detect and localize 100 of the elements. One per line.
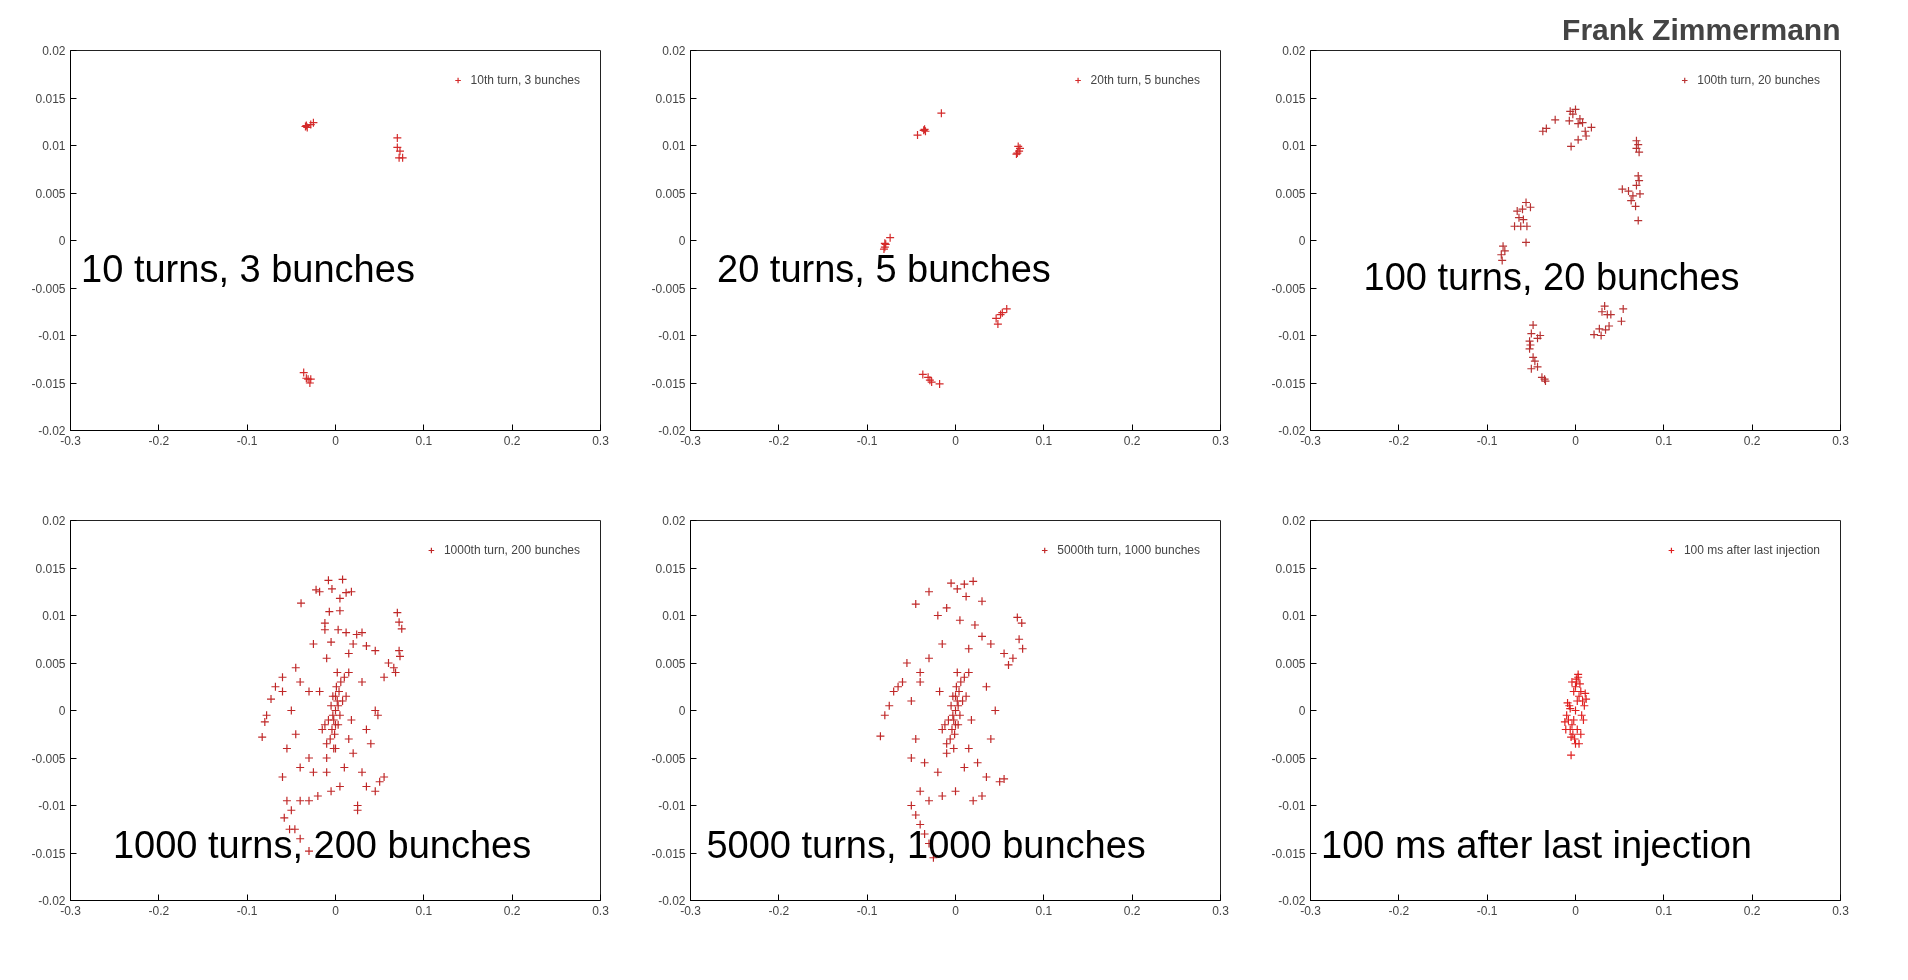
y-tick-label: 0.015 [655, 91, 686, 106]
x-tick-label: -0.2 [148, 903, 170, 918]
y-tick-label: -0.015 [651, 846, 686, 861]
y-tick-label: 0 [1298, 704, 1306, 718]
y-tick-label: 0.015 [35, 91, 66, 106]
y-tick-label: 0.02 [1282, 44, 1306, 58]
y-tick-label: -0.015 [651, 376, 686, 391]
y-tick-label: 0.005 [655, 656, 686, 671]
x-tick-label: -0.2 [148, 433, 170, 448]
x-tick-label: -0.2 [1388, 903, 1410, 918]
annotation: 100 turns, 20 bunches [1363, 255, 1740, 298]
x-tick-label: -0.2 [768, 903, 790, 918]
y-tick-label: 0.015 [1275, 561, 1306, 576]
legend-label: 100 ms after last injection [1683, 543, 1820, 557]
x-tick-label: -0.1 [1476, 433, 1498, 448]
legend-label: 20th turn, 5 bunches [1090, 73, 1200, 87]
y-tick-label: -0.01 [38, 329, 66, 343]
y-tick-label: 0 [58, 234, 66, 248]
x-tick-label: 0 [952, 433, 960, 448]
y-tick-label: 0 [678, 234, 686, 248]
y-tick-label: 0 [58, 704, 66, 718]
y-tick-label: 0.005 [1275, 186, 1306, 201]
y-tick-label: -0.02 [38, 424, 66, 438]
y-tick-label: -0.02 [1278, 894, 1306, 908]
legend-label: 100th turn, 20 bunches [1697, 73, 1820, 87]
y-tick-label: -0.01 [1278, 329, 1306, 343]
x-tick-label: -0.1 [236, 433, 258, 448]
x-tick-label: 0.1 [415, 433, 433, 448]
y-tick-label: 0.01 [42, 609, 66, 623]
y-tick-label: 0.02 [42, 44, 66, 58]
y-tick-label: 0 [678, 704, 686, 718]
x-tick-label: -0.1 [236, 903, 258, 918]
annotation: 10 turns, 3 bunches [81, 247, 415, 290]
x-tick-label: 0.1 [1655, 433, 1673, 448]
x-tick-label: 0.3 [1832, 433, 1850, 448]
x-tick-label: 0.3 [1212, 903, 1230, 918]
x-tick-label: 0 [1572, 903, 1580, 918]
x-tick-label: 0.3 [592, 433, 610, 448]
x-tick-label: -0.2 [1388, 433, 1410, 448]
y-tick-label: 0.02 [662, 44, 686, 58]
y-tick-label: -0.005 [651, 281, 686, 296]
x-tick-label: -0.2 [768, 433, 790, 448]
y-tick-label: 0.015 [35, 561, 66, 576]
y-tick-label: -0.015 [1271, 376, 1306, 391]
annotation: 5000 turns, 1000 bunches [706, 824, 1146, 867]
y-tick-label: 0.02 [42, 514, 66, 528]
y-tick-label: 0.005 [35, 656, 66, 671]
x-tick-label: 0.1 [1035, 433, 1053, 448]
y-tick-label: -0.005 [1271, 751, 1306, 766]
x-tick-label: 0.3 [1832, 903, 1850, 918]
y-tick-label: 0 [1298, 234, 1306, 248]
x-tick-label: 0 [1572, 433, 1580, 448]
y-tick-label: 0.02 [662, 514, 686, 528]
y-tick-label: -0.005 [31, 751, 66, 766]
annotation: 20 turns, 5 bunches [717, 247, 1051, 290]
x-tick-label: -0.1 [856, 903, 878, 918]
x-tick-label: 0.2 [1123, 433, 1141, 448]
x-tick-label: 0.2 [503, 903, 521, 918]
x-tick-label: 0.2 [503, 433, 521, 448]
x-tick-label: 0 [952, 903, 960, 918]
y-tick-label: 0.01 [662, 139, 686, 153]
x-tick-label: 0 [332, 903, 340, 918]
y-tick-label: -0.005 [1271, 281, 1306, 296]
y-tick-label: 0.01 [1282, 609, 1306, 623]
y-tick-label: 0.015 [1275, 91, 1306, 106]
chart-title: Frank Zimmermann [1562, 12, 1841, 46]
x-tick-label: 0.1 [1655, 903, 1673, 918]
x-tick-label: 0.2 [1123, 903, 1141, 918]
x-tick-label: 0.1 [415, 903, 433, 918]
y-tick-label: 0.005 [35, 186, 66, 201]
y-tick-label: -0.01 [38, 799, 66, 813]
x-tick-label: 0.3 [1212, 433, 1230, 448]
x-tick-label: 0.2 [1743, 903, 1761, 918]
annotation: 100 ms after last injection [1321, 824, 1752, 867]
y-tick-label: -0.02 [38, 894, 66, 908]
legend-label: 10th turn, 3 bunches [470, 73, 580, 87]
x-tick-label: 0.2 [1743, 433, 1761, 448]
x-tick-label: 0 [332, 433, 340, 448]
legend-label: 5000th turn, 1000 bunches [1057, 543, 1200, 557]
y-tick-label: 0.005 [655, 186, 686, 201]
x-tick-label: 0.1 [1035, 903, 1053, 918]
y-tick-label: -0.015 [1271, 846, 1306, 861]
y-tick-label: 0.02 [1282, 514, 1306, 528]
y-tick-label: 0.005 [1275, 656, 1306, 671]
legend-label: 1000th turn, 200 bunches [443, 543, 580, 557]
x-tick-label: -0.1 [1476, 903, 1498, 918]
y-tick-label: 0.01 [662, 609, 686, 623]
y-tick-label: 0.015 [655, 561, 686, 576]
y-tick-label: -0.01 [658, 329, 686, 343]
y-tick-label: -0.005 [31, 281, 66, 296]
y-tick-label: -0.02 [658, 894, 686, 908]
x-tick-label: 0.3 [592, 903, 610, 918]
y-tick-label: -0.015 [31, 376, 66, 391]
y-tick-label: -0.005 [651, 751, 686, 766]
y-tick-label: -0.015 [31, 846, 66, 861]
x-tick-label: -0.1 [856, 433, 878, 448]
y-tick-label: -0.01 [658, 799, 686, 813]
annotation: 1000 turns, 200 bunches [112, 824, 532, 867]
y-tick-label: -0.02 [658, 424, 686, 438]
y-tick-label: -0.02 [1278, 424, 1306, 438]
